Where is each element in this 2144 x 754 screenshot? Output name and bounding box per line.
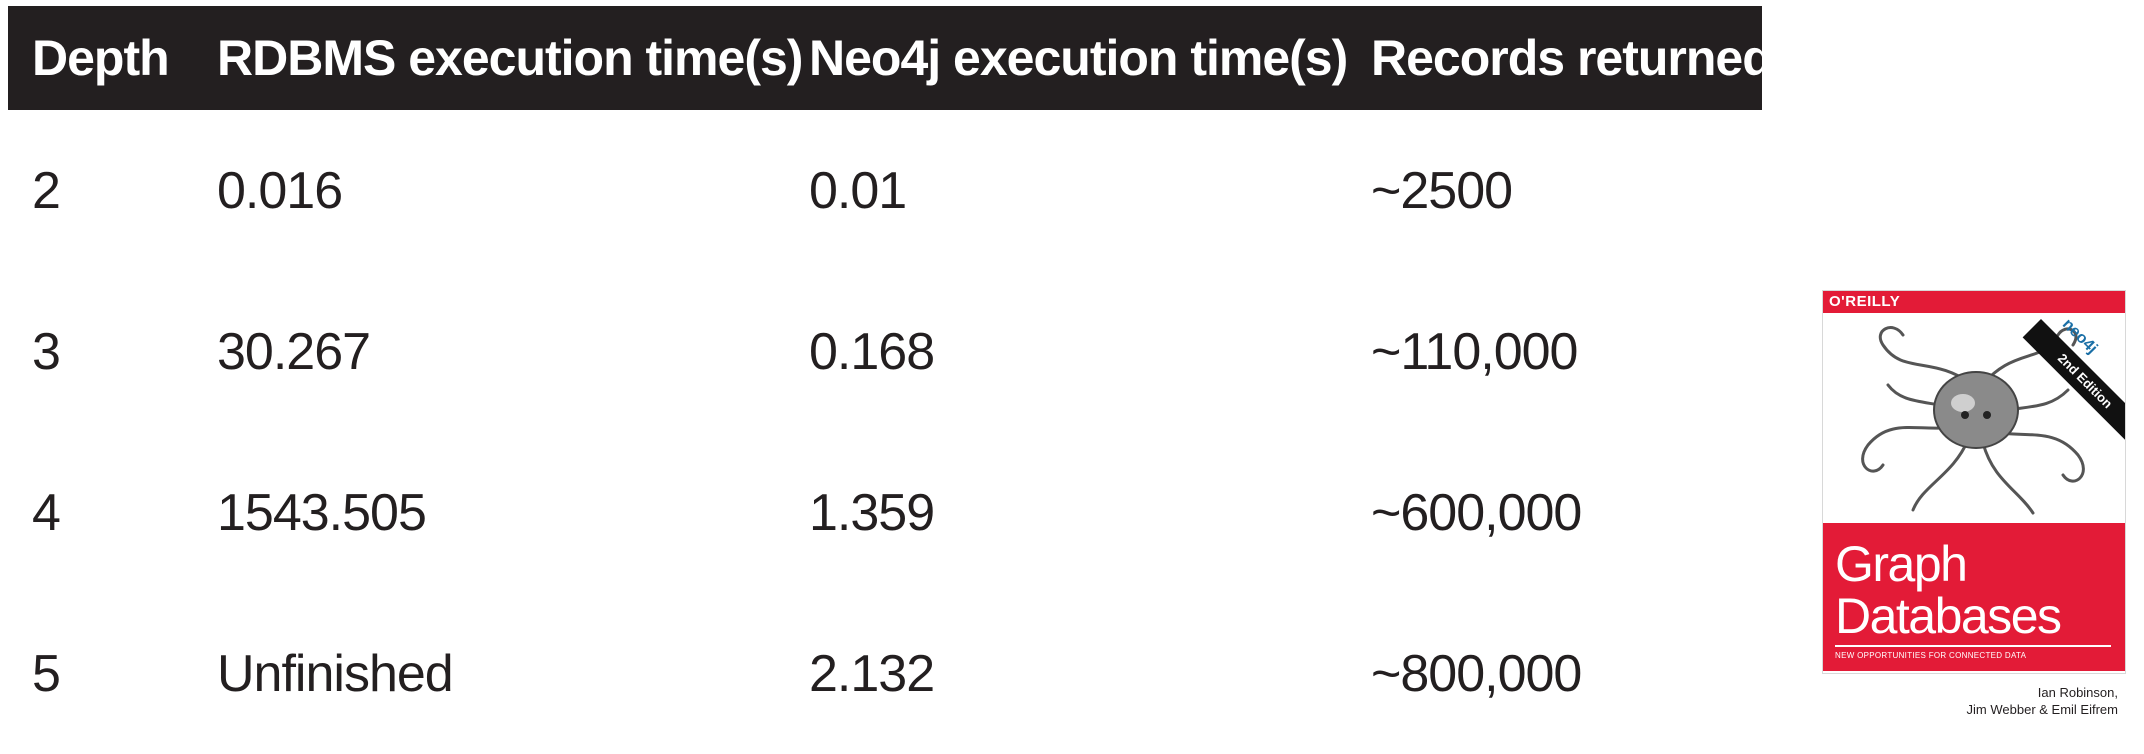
book-authors: Ian Robinson, Jim Webber & Emil Eifrem: [1967, 684, 2118, 718]
performance-comparison-table: Depth RDBMS execution time(s) Neo4j exec…: [8, 6, 1773, 754]
book-title-line1: Graph: [1835, 536, 1968, 592]
table-row: 2 0.016 0.01 ~2500: [8, 110, 1762, 271]
cell-depth: 4: [32, 483, 61, 542]
octopus-illustration-icon: [1861, 326, 2085, 515]
cell-rdbms-time: 1543.505: [217, 483, 427, 542]
book-publisher-logo: O'REILLY: [1829, 293, 1901, 310]
cell-rdbms-time: 30.267: [217, 322, 371, 381]
book-title-divider: [1835, 645, 2111, 647]
table-header-row: Depth RDBMS execution time(s) Neo4j exec…: [8, 6, 1773, 110]
table-row: 4 1543.505 1.359 ~600,000: [8, 432, 1762, 593]
authors-line2: Jim Webber & Emil Eifrem: [1966, 702, 2118, 717]
cell-neo4j-time: 2.132: [809, 644, 935, 703]
table-row: 3 30.267 0.168 ~110,000: [8, 271, 1762, 432]
book-cover: O'REILLY 2nd Edition neo4j Graph Databas…: [1822, 290, 2126, 674]
cell-neo4j-time: 0.01: [809, 161, 907, 220]
book-publisher-bar: O'REILLY: [1823, 291, 2125, 313]
cell-rdbms-time: Unfinished: [217, 644, 454, 703]
book-subtitle: NEW OPPORTUNITIES FOR CONNECTED DATA: [1835, 651, 2027, 660]
cell-depth: 2: [32, 161, 61, 220]
header-rdbms-time: RDBMS execution time(s): [217, 30, 803, 86]
cell-records-returned: ~110,000: [1371, 322, 1578, 381]
header-neo4j-time: Neo4j execution time(s): [809, 30, 1348, 86]
header-records-returned: Records returned: [1371, 30, 1773, 86]
authors-line1: Ian Robinson,: [2037, 685, 2118, 700]
header-depth: Depth: [32, 30, 170, 86]
cell-records-returned: ~2500: [1371, 161, 1513, 220]
cell-depth: 3: [32, 322, 61, 381]
cell-neo4j-time: 1.359: [809, 483, 935, 542]
comparison-table-container: Depth RDBMS execution time(s) Neo4j exec…: [8, 6, 1773, 754]
cell-records-returned: ~600,000: [1371, 483, 1582, 542]
book-title-line2: Databases: [1835, 588, 2062, 644]
cell-neo4j-time: 0.168: [809, 322, 935, 381]
cell-records-returned: ~800,000: [1371, 644, 1582, 703]
cell-depth: 5: [32, 644, 61, 703]
table-row: 5 Unfinished 2.132 ~800,000: [8, 593, 1762, 754]
cell-rdbms-time: 0.016: [217, 161, 343, 220]
